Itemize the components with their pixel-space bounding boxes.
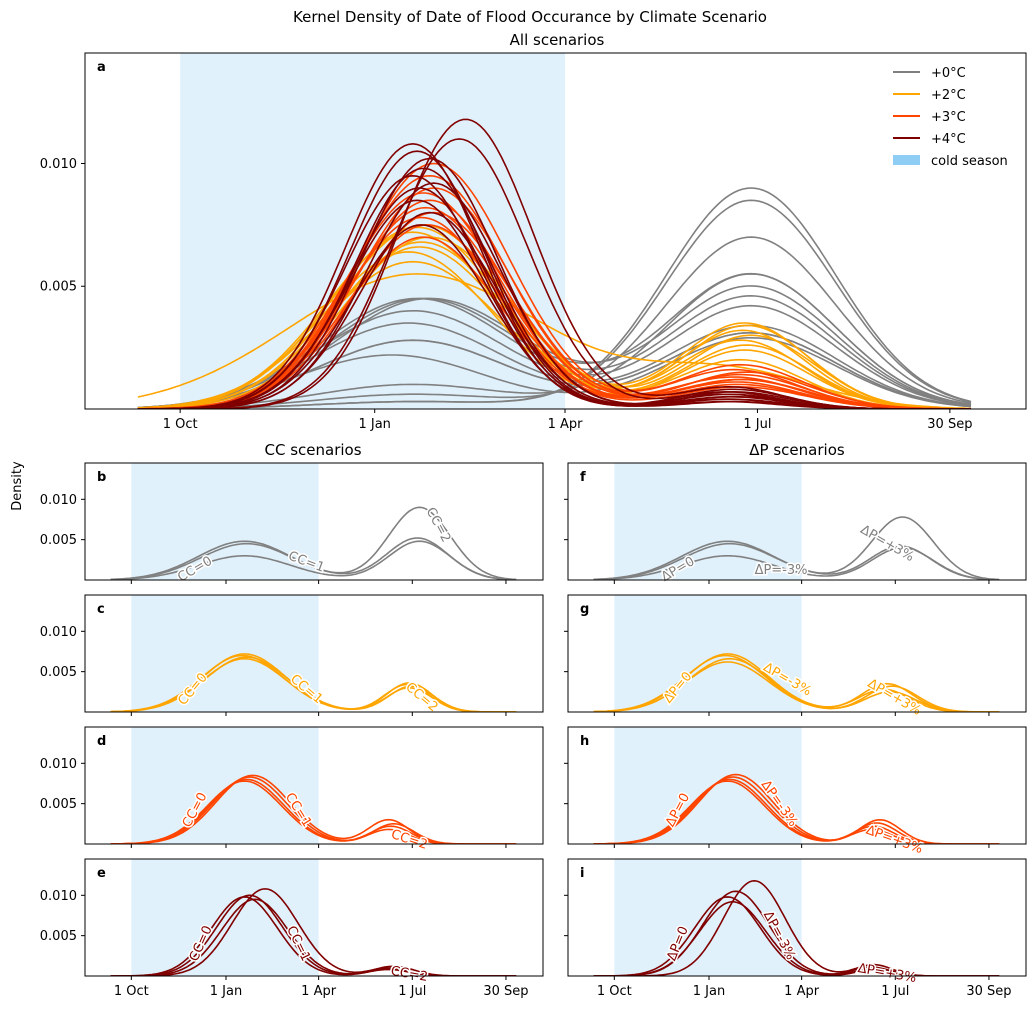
panel-letter: e bbox=[97, 866, 106, 881]
y-tick-label: 0.005 bbox=[40, 929, 77, 944]
shared-ylabel: Density bbox=[10, 461, 25, 511]
x-tick-label: 1 Jan bbox=[358, 417, 390, 432]
panel-f-curves bbox=[593, 516, 1000, 580]
panel-h-curves bbox=[593, 773, 1000, 844]
x-tick-label: 1 Oct bbox=[597, 984, 632, 999]
panel-g-frame bbox=[567, 594, 1027, 713]
panel-e: CC=0 CC=1CC=21 Oct 1 Jan 1 Apr 1 Jul 30 Sep0.… bbox=[40, 858, 544, 999]
cold-season-band bbox=[614, 595, 802, 712]
y-tick-label: 0.010 bbox=[40, 157, 77, 172]
x-tick-label: 1 Apr bbox=[784, 984, 820, 999]
panel-a-title: All scenarios bbox=[510, 31, 605, 49]
density-curve-plus0-2 bbox=[110, 540, 517, 580]
contour-label-2: CC=2 bbox=[389, 827, 429, 853]
y-tick-label: 0.005 bbox=[40, 665, 77, 680]
density-curve-plus4-3 bbox=[593, 901, 1000, 976]
panel-h: ΔP=0 ΔP=-3%ΔP=+3%h bbox=[564, 726, 1027, 859]
panel-a-frame bbox=[84, 52, 1027, 410]
x-tick-label: 30 Sep bbox=[483, 984, 528, 999]
x-tick-label: 1 Apr bbox=[548, 417, 584, 432]
legend: +0°C +2°C +3°C +4°C cold season bbox=[893, 66, 1008, 169]
legend-label: +0°C bbox=[931, 66, 966, 81]
y-tick-label: 0.010 bbox=[40, 889, 77, 904]
panel-letter: i bbox=[580, 866, 584, 881]
y-tick-label: 0.005 bbox=[40, 533, 77, 548]
panel-b-frame bbox=[84, 462, 544, 581]
panel-letter: h bbox=[580, 734, 589, 749]
figure-suptitle: Kernel Density of Date of Flood Occuranc… bbox=[293, 8, 767, 26]
panel-f: ΔP=0 ΔP=-3%ΔP=+3%f bbox=[564, 462, 1027, 586]
y-tick-label: 0.010 bbox=[40, 493, 77, 508]
x-tick-label: 1 Jul bbox=[881, 984, 909, 999]
density-curve-plus3-9 bbox=[137, 236, 971, 409]
cold-season-band bbox=[131, 595, 319, 712]
y-tick-label: 0.010 bbox=[40, 757, 77, 772]
legend-label: +2°C bbox=[931, 88, 966, 103]
panel-g: ΔP=0 ΔP=-3% ΔP=+3%g bbox=[564, 594, 1027, 720]
legend-label: +4°C bbox=[931, 132, 966, 147]
panel-letter: f bbox=[580, 470, 586, 485]
density-curve-plus4-11 bbox=[137, 224, 971, 409]
panel-b-curves bbox=[110, 506, 517, 580]
panel-e-frame bbox=[84, 858, 544, 977]
cold-season-band bbox=[131, 727, 319, 844]
plots-layer: 1 Oct 1 Jan 1 Apr 1 Jul 30 Sep 0.005 0.010 a +0°… bbox=[40, 52, 1027, 999]
panel-letter: g bbox=[580, 602, 589, 617]
x-tick-label: 1 Oct bbox=[114, 984, 149, 999]
panel-letter: c bbox=[97, 602, 105, 617]
density-curve-plus0-2 bbox=[593, 546, 1000, 580]
density-curve-plus2-8 bbox=[137, 273, 972, 409]
x-tick-label: 1 Apr bbox=[301, 984, 337, 999]
x-tick-label: 1 Jul bbox=[398, 984, 426, 999]
contour-label-2: ΔP=+3% bbox=[858, 522, 917, 565]
legend-label: +3°C bbox=[931, 110, 966, 125]
panel-c-frame bbox=[84, 594, 544, 713]
panel-f-frame bbox=[567, 462, 1027, 581]
density-curve-plus2-2 bbox=[137, 231, 972, 409]
x-tick-label: 1 Jan bbox=[693, 984, 725, 999]
x-tick-label: 30 Sep bbox=[927, 417, 972, 432]
panel-h-frame bbox=[567, 726, 1027, 845]
density-curve-plus2-3 bbox=[110, 657, 517, 712]
panel-g-curves bbox=[593, 653, 1000, 712]
contour-label-2: ΔP=+3% bbox=[864, 823, 925, 857]
y-tick-label: 0.005 bbox=[40, 280, 77, 295]
legend-swatch-cold-season bbox=[893, 155, 920, 165]
x-tick-label: 1 Jan bbox=[210, 984, 242, 999]
panel-i-frame bbox=[567, 858, 1027, 977]
panel-letter: d bbox=[97, 734, 106, 749]
contour-label-2: CC=2 bbox=[390, 964, 429, 985]
panel-i: ΔP=0 ΔP=-3%ΔP=+3%1 Oct 1 Jan 1 Apr 1 Jul 30 S… bbox=[564, 858, 1027, 999]
panel-letter: a bbox=[97, 60, 106, 75]
panel-d-frame bbox=[84, 726, 544, 845]
contour-label-1: ΔP=-3% bbox=[755, 563, 808, 578]
y-tick-label: 0.010 bbox=[40, 625, 77, 640]
legend-label: cold season bbox=[931, 154, 1008, 169]
cold-season-band bbox=[131, 463, 319, 580]
panel-a: 1 Oct 1 Jan 1 Apr 1 Jul 30 Sep 0.005 0.010 a +0°… bbox=[40, 52, 1027, 432]
density-curve-plus3-3 bbox=[137, 192, 972, 409]
contour-label-2: CC=2 bbox=[423, 505, 454, 545]
panel-letter: b bbox=[97, 470, 106, 485]
density-curve-plus2-3 bbox=[593, 661, 1000, 712]
cold-season-band bbox=[131, 859, 319, 976]
panel-c-curves bbox=[110, 653, 517, 712]
column-title-cc: CC scenarios bbox=[264, 441, 361, 459]
panel-a-curves bbox=[137, 118, 972, 409]
cold-season-band bbox=[614, 727, 802, 844]
column-title-dp: ΔP scenarios bbox=[749, 441, 845, 459]
x-tick-label: 1 Jul bbox=[743, 417, 771, 432]
cold-season-band bbox=[614, 463, 802, 580]
x-tick-label: 1 Oct bbox=[163, 417, 198, 432]
y-tick-label: 0.005 bbox=[40, 797, 77, 812]
contour-label-2: ΔP=+3% bbox=[857, 961, 918, 986]
x-tick-label: 30 Sep bbox=[966, 984, 1011, 999]
